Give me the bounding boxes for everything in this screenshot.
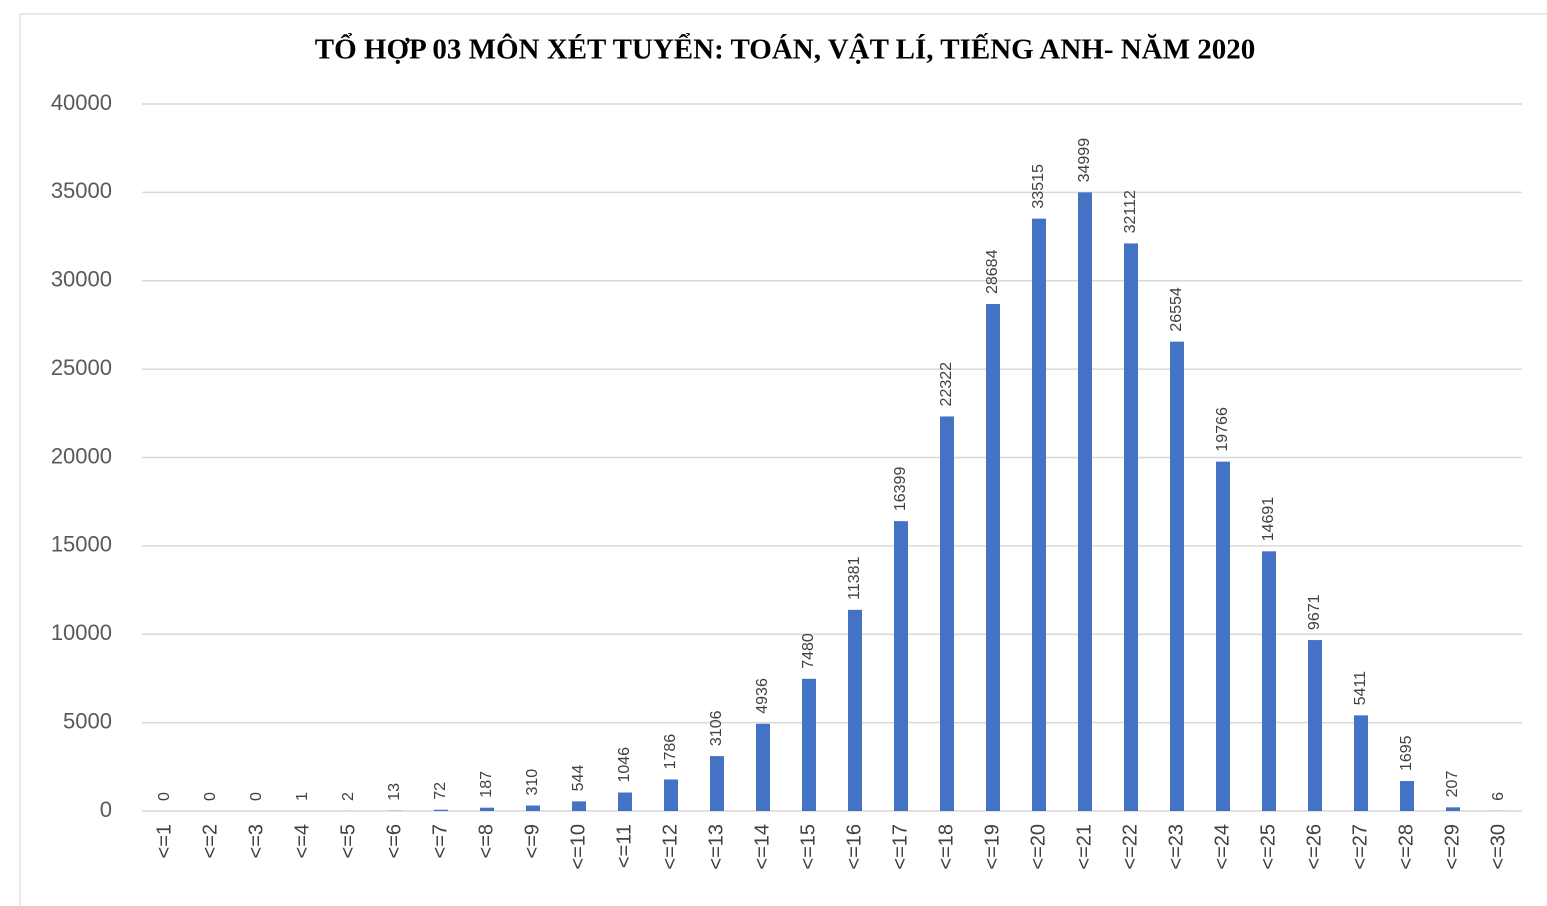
x-tick-label: <=12 bbox=[659, 824, 681, 870]
bar bbox=[894, 521, 908, 811]
bar bbox=[1124, 243, 1138, 811]
value-label: 33515 bbox=[1030, 164, 1047, 209]
x-tick-label: <=13 bbox=[705, 824, 727, 870]
value-label: 2 bbox=[340, 792, 357, 801]
y-tick-label: 5000 bbox=[63, 708, 112, 733]
y-tick-label: 40000 bbox=[51, 90, 112, 115]
y-tick-label: 30000 bbox=[51, 267, 112, 292]
y-tick-label: 0 bbox=[100, 797, 112, 822]
bar bbox=[848, 609, 862, 811]
bar bbox=[434, 809, 448, 811]
y-tick-label: 10000 bbox=[51, 620, 112, 645]
chart-title: TỔ HỢP 03 MÔN XÉT TUYỂN: TOÁN, VẬT LÍ, T… bbox=[315, 32, 1256, 66]
value-label: 3106 bbox=[708, 710, 725, 746]
x-tick-label: <=30 bbox=[1487, 824, 1509, 870]
value-label: 6 bbox=[1490, 792, 1507, 801]
x-tick-label: <=2 bbox=[199, 824, 221, 858]
bar bbox=[664, 779, 678, 811]
bar bbox=[1216, 461, 1230, 811]
y-tick-label: 35000 bbox=[51, 178, 112, 203]
bar bbox=[1262, 551, 1276, 811]
x-tick-label: <=26 bbox=[1303, 824, 1325, 870]
value-label: 1695 bbox=[1398, 735, 1415, 771]
value-label: 11381 bbox=[846, 556, 863, 599]
x-tick-label: <=19 bbox=[981, 824, 1003, 870]
x-tick-label: <=14 bbox=[751, 824, 773, 870]
y-tick-label: 25000 bbox=[51, 355, 112, 380]
x-tick-label: <=23 bbox=[1165, 824, 1187, 870]
bar bbox=[526, 805, 540, 811]
x-tick-label: <=6 bbox=[383, 824, 405, 858]
value-label: 1786 bbox=[662, 734, 679, 770]
bar bbox=[572, 801, 586, 811]
bar bbox=[986, 304, 1000, 811]
value-label: 544 bbox=[570, 765, 587, 792]
value-label: 14691 bbox=[1260, 497, 1277, 542]
x-tick-label: <=4 bbox=[291, 824, 313, 858]
bar bbox=[1308, 640, 1322, 811]
x-tick-label: <=3 bbox=[245, 824, 267, 858]
value-label: 7480 bbox=[800, 633, 817, 669]
x-tick-label: <=7 bbox=[429, 824, 451, 858]
bar bbox=[480, 807, 494, 811]
value-label: 310 bbox=[524, 769, 541, 796]
x-tick-label: <=18 bbox=[935, 824, 957, 870]
bar bbox=[1078, 192, 1092, 811]
value-label: 13 bbox=[386, 783, 403, 801]
x-tick-label: <=20 bbox=[1027, 824, 1049, 870]
bar bbox=[1446, 807, 1460, 811]
x-tick-label: <=1 bbox=[153, 824, 175, 858]
bar bbox=[756, 723, 770, 811]
x-tick-label: <=17 bbox=[889, 824, 911, 870]
bar bbox=[618, 792, 632, 811]
value-label: 0 bbox=[248, 792, 265, 801]
value-label: 187 bbox=[478, 771, 495, 798]
value-label: 22322 bbox=[938, 362, 955, 407]
value-label: 207 bbox=[1444, 771, 1461, 798]
x-tick-label: <=29 bbox=[1441, 824, 1463, 870]
value-label: 72 bbox=[432, 782, 449, 800]
x-tick-label: <=5 bbox=[337, 824, 359, 858]
bar bbox=[1170, 341, 1184, 811]
value-label: 9671 bbox=[1306, 594, 1323, 630]
value-label: 26554 bbox=[1168, 287, 1185, 332]
value-label: 5411 bbox=[1352, 671, 1369, 706]
value-label: 19766 bbox=[1214, 407, 1231, 452]
x-tick-label: <=16 bbox=[843, 824, 865, 870]
x-tick-label: <=11 bbox=[613, 824, 635, 868]
bar bbox=[710, 756, 724, 811]
value-label: 32112 bbox=[1122, 190, 1139, 233]
x-tick-label: <=27 bbox=[1349, 824, 1371, 870]
x-tick-label: <=28 bbox=[1395, 824, 1417, 870]
value-label: 0 bbox=[202, 792, 219, 801]
x-tick-label: <=10 bbox=[567, 824, 589, 870]
bar bbox=[1400, 781, 1414, 811]
value-label: 1046 bbox=[616, 747, 633, 783]
x-tick-label: <=25 bbox=[1257, 824, 1279, 870]
value-label: 34999 bbox=[1076, 138, 1093, 183]
bar bbox=[1032, 218, 1046, 811]
value-label: 4936 bbox=[754, 678, 771, 714]
x-tick-label: <=15 bbox=[797, 824, 819, 870]
value-label: 28684 bbox=[984, 249, 1001, 294]
x-tick-label: <=8 bbox=[475, 824, 497, 858]
value-label: 0 bbox=[156, 792, 173, 801]
bar bbox=[940, 416, 954, 811]
bar bbox=[802, 678, 816, 811]
value-label: 1 bbox=[294, 792, 311, 801]
value-label: 16399 bbox=[892, 467, 909, 512]
x-tick-label: <=22 bbox=[1119, 824, 1141, 870]
x-tick-label: <=9 bbox=[521, 824, 543, 858]
x-tick-label: <=21 bbox=[1073, 824, 1095, 870]
x-tick-label: <=24 bbox=[1211, 824, 1233, 870]
y-tick-label: 15000 bbox=[51, 532, 112, 557]
y-tick-label: 20000 bbox=[51, 443, 112, 468]
bar bbox=[1354, 715, 1368, 811]
